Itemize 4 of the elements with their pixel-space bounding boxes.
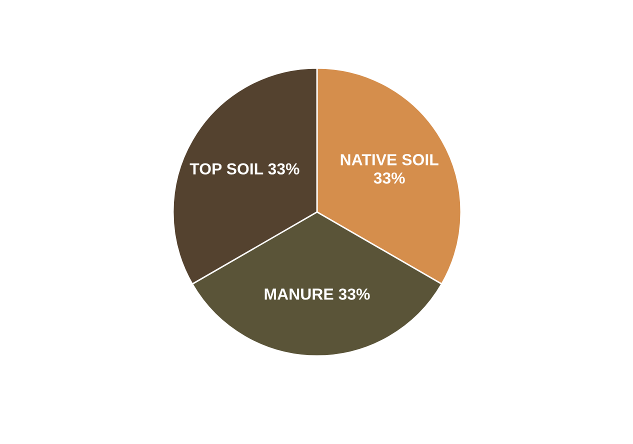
slice-label: MANURE 33% (264, 288, 370, 300)
slice-label: TOP SOIL 33% (190, 163, 300, 175)
slice-label: NATIVE SOIL (340, 154, 438, 166)
data-label: 33% (374, 172, 405, 184)
